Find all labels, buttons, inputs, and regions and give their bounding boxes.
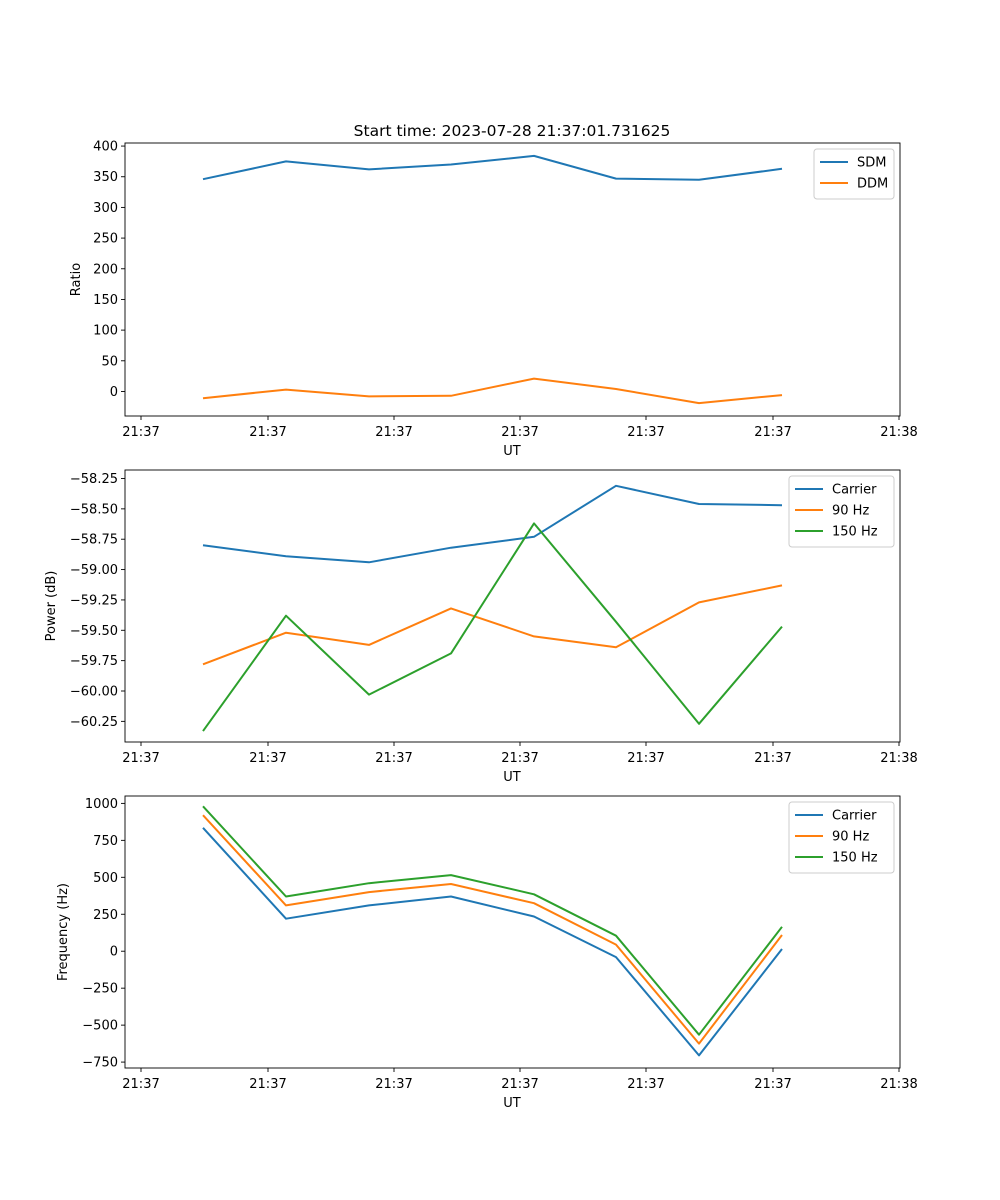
power-y-tick-label: −59.50 xyxy=(70,624,118,639)
ratio-x-tick-label: 21:38 xyxy=(880,425,917,440)
power-legend-label: Carrier xyxy=(832,483,877,498)
frequency-y-tick-label: 750 xyxy=(93,834,118,849)
frequency-series-90-hz xyxy=(202,814,783,1045)
ratio-y-tick-label: 150 xyxy=(93,293,118,308)
frequency-x-tick-label: 21:37 xyxy=(501,1077,538,1092)
frequency-x-tick-label: 21:37 xyxy=(627,1077,664,1092)
ratio-legend-label: SDM xyxy=(857,156,886,171)
frequency-x-tick-label: 21:38 xyxy=(880,1077,917,1092)
power-x-axis-label: UT xyxy=(503,770,521,785)
frequency-y-axis-label: Frequency (Hz) xyxy=(56,883,71,981)
frequency-legend-box xyxy=(788,801,895,874)
frequency-y-tick-label: −750 xyxy=(82,1056,118,1071)
frequency-y-tick-label: 500 xyxy=(93,871,118,886)
power-y-tick-label: −60.00 xyxy=(70,685,118,700)
ratio-y-tick-label: 350 xyxy=(93,170,118,185)
frequency-x-tick-label: 21:37 xyxy=(122,1077,159,1092)
ratio-y-tick-label: 100 xyxy=(93,324,118,339)
ratio-y-tick-label: 250 xyxy=(93,232,118,247)
power-subplot: 21:37 21:37 21:37 21:37 21:37 21:37 21:38 −60.2… xyxy=(44,469,918,785)
frequency-x-tick-label: 21:37 xyxy=(249,1077,286,1092)
frequency-series-carrier xyxy=(202,827,783,1057)
ratio-x-tick-label: 21:37 xyxy=(249,425,286,440)
ratio-y-axis-label: Ratio xyxy=(69,263,84,296)
power-series-150-hz xyxy=(202,522,783,732)
ratio-subplot: 21:37 21:37 21:37 21:37 21:37 21:37 21:38 0 50 10… xyxy=(69,140,918,459)
ratio-y-tick-label: 200 xyxy=(93,262,118,277)
ratio-legend-label: DDM xyxy=(857,177,888,192)
power-x-tick-label: 21:37 xyxy=(375,751,412,766)
chart-title: Start time: 2023-07-28 21:37:01.731625 xyxy=(354,122,671,140)
power-x-tick-label: 21:37 xyxy=(249,751,286,766)
ratio-y-tick-label: 400 xyxy=(93,140,118,155)
power-y-tick-label: −58.50 xyxy=(70,502,118,517)
power-y-tick-label: −59.25 xyxy=(70,593,118,608)
frequency-axes-frame xyxy=(124,795,901,1069)
power-x-tick-label: 21:37 xyxy=(627,751,664,766)
ratio-x-tick-label: 21:37 xyxy=(501,425,538,440)
ratio-series-ddm xyxy=(202,377,783,405)
power-legend-label: 90 Hz xyxy=(832,504,869,519)
ratio-y-tick-label: 300 xyxy=(93,201,118,216)
ratio-x-axis-label: UT xyxy=(503,444,521,459)
power-x-tick-label: 21:38 xyxy=(880,751,917,766)
frequency-subplot: 21:37 21:37 21:37 21:37 21:37 21:37 21:38 −750 −… xyxy=(56,795,918,1111)
ratio-y-tick-label: 50 xyxy=(101,354,118,369)
ratio-x-tick-label: 21:37 xyxy=(122,425,159,440)
frequency-y-tick-label: 0 xyxy=(110,945,118,960)
frequency-series-150-hz xyxy=(202,805,783,1036)
ratio-x-tick-label: 21:37 xyxy=(375,425,412,440)
power-x-tick-label: 21:37 xyxy=(501,751,538,766)
power-legend-label: 150 Hz xyxy=(832,525,878,540)
frequency-y-tick-label: 1000 xyxy=(85,797,118,812)
frequency-legend-label: Carrier xyxy=(832,809,877,824)
ratio-x-tick-label: 21:37 xyxy=(754,425,791,440)
frequency-y-tick-label: −250 xyxy=(82,982,118,997)
power-axes-frame xyxy=(124,469,901,743)
frequency-legend-label: 90 Hz xyxy=(832,830,869,845)
power-y-tick-label: −58.75 xyxy=(70,533,118,548)
power-x-tick-label: 21:37 xyxy=(754,751,791,766)
power-legend-box xyxy=(788,475,895,548)
frequency-x-tick-label: 21:37 xyxy=(754,1077,791,1092)
power-y-tick-label: −58.25 xyxy=(70,472,118,487)
frequency-y-tick-label: 250 xyxy=(93,908,118,923)
ratio-axes-frame xyxy=(124,142,901,417)
power-y-tick-label: −59.00 xyxy=(70,563,118,578)
power-series-carrier xyxy=(202,484,783,564)
power-x-tick-label: 21:37 xyxy=(122,751,159,766)
power-y-axis-label: Power (dB) xyxy=(44,571,59,642)
ratio-y-tick-label: 0 xyxy=(110,385,118,400)
power-y-tick-label: −60.25 xyxy=(70,715,118,730)
power-series-90-hz xyxy=(202,584,783,666)
ratio-x-tick-label: 21:37 xyxy=(627,425,664,440)
frequency-x-tick-label: 21:37 xyxy=(375,1077,412,1092)
frequency-x-axis-label: UT xyxy=(503,1096,521,1111)
ratio-series-sdm xyxy=(202,154,783,181)
frequency-legend-label: 150 Hz xyxy=(832,851,878,866)
frequency-y-tick-label: −500 xyxy=(82,1019,118,1034)
power-y-tick-label: −59.75 xyxy=(70,654,118,669)
